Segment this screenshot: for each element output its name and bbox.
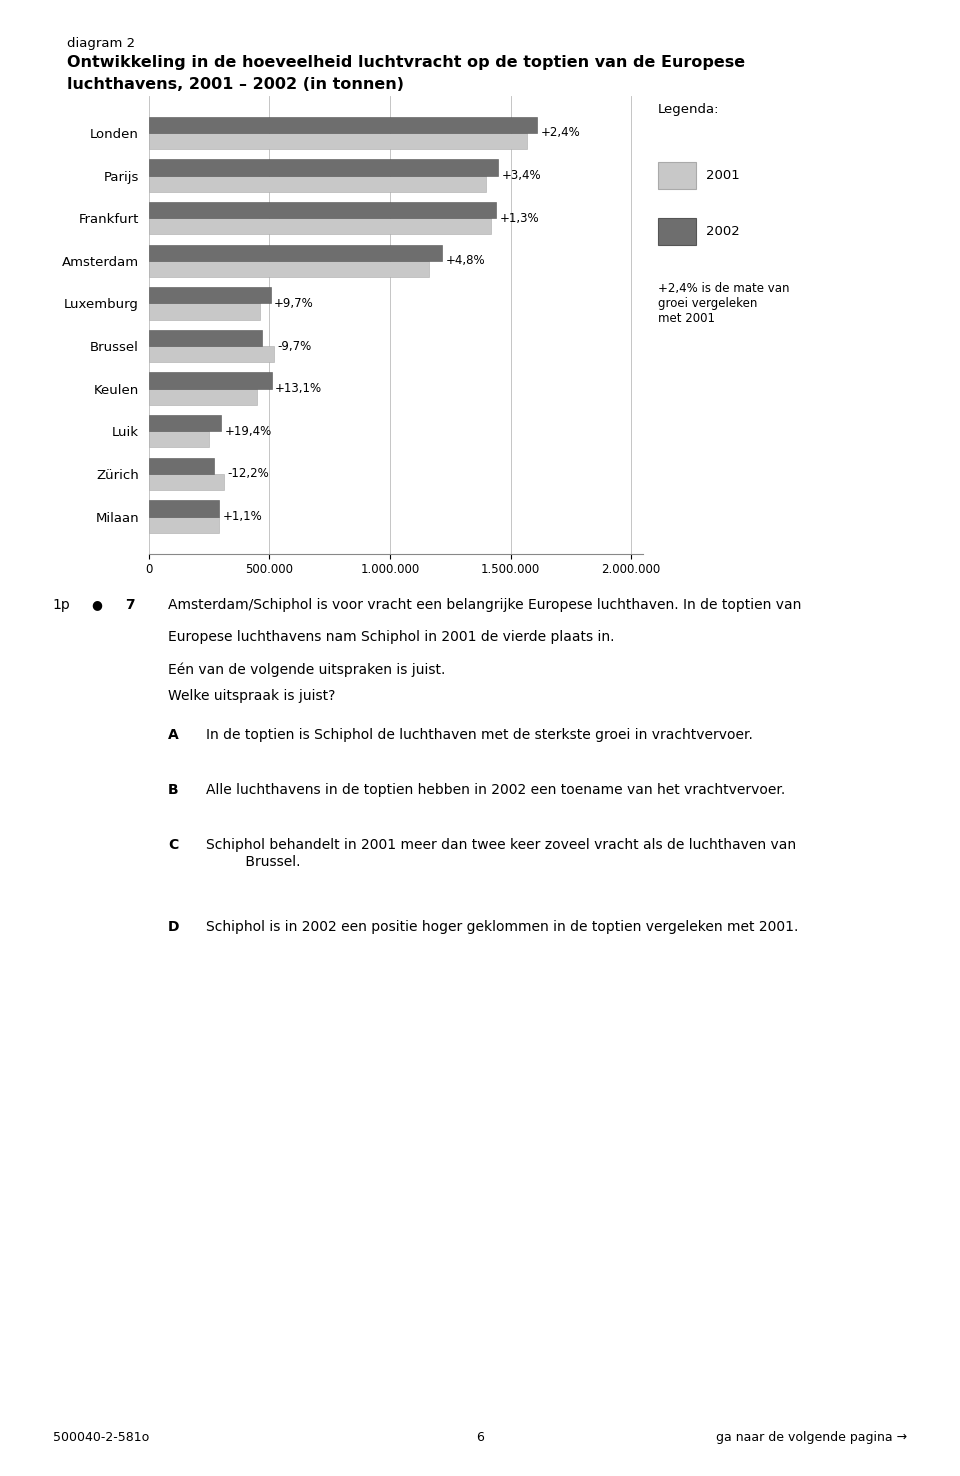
Text: 6: 6 <box>476 1430 484 1444</box>
Text: luchthavens, 2001 – 2002 (in tonnen): luchthavens, 2001 – 2002 (in tonnen) <box>67 77 404 92</box>
Text: ga naar de volgende pagina →: ga naar de volgende pagina → <box>716 1430 907 1444</box>
Text: ●: ● <box>91 598 102 611</box>
Text: D: D <box>168 920 180 933</box>
Text: 2001: 2001 <box>706 170 739 182</box>
Bar <box>149 329 262 345</box>
Text: Europese luchthavens nam Schiphol in 2001 de vierde plaats in.: Europese luchthavens nam Schiphol in 200… <box>168 630 614 644</box>
Text: +13,1%: +13,1% <box>276 382 323 396</box>
Bar <box>149 202 496 218</box>
Bar <box>149 261 428 277</box>
Bar <box>149 388 257 404</box>
Bar <box>149 415 221 431</box>
Text: Alle luchthavens in de toptien hebben in 2002 een toename van het vrachtvervoer.: Alle luchthavens in de toptien hebben in… <box>206 782 785 797</box>
Text: 1p: 1p <box>53 598 70 611</box>
Text: +1,1%: +1,1% <box>223 511 263 523</box>
Text: Schiphol is in 2002 een positie hoger geklommen in de toptien vergeleken met 200: Schiphol is in 2002 een positie hoger ge… <box>206 920 799 933</box>
Bar <box>149 288 271 304</box>
Text: -12,2%: -12,2% <box>228 468 269 480</box>
Text: Legenda:: Legenda: <box>658 103 719 117</box>
Text: +9,7%: +9,7% <box>275 297 314 310</box>
Text: 7: 7 <box>125 598 134 611</box>
Text: Ontwikkeling in de hoeveelheid luchtvracht op de toptien van de Europese: Ontwikkeling in de hoeveelheid luchtvrac… <box>67 55 745 69</box>
Text: In de toptien is Schiphol de luchthaven met de sterkste groei in vrachtvervoer.: In de toptien is Schiphol de luchthaven … <box>206 728 754 741</box>
Bar <box>149 458 214 474</box>
Text: +2,4%: +2,4% <box>540 127 581 139</box>
Text: Welke uitspraak is juist?: Welke uitspraak is juist? <box>168 689 335 703</box>
Bar <box>149 345 275 362</box>
Text: A: A <box>168 728 179 741</box>
Bar <box>149 431 209 447</box>
Bar <box>149 218 492 235</box>
Bar <box>149 159 498 176</box>
Text: Amsterdam/Schiphol is voor vracht een belangrijke Europese luchthaven. In de top: Amsterdam/Schiphol is voor vracht een be… <box>168 598 802 611</box>
Text: +3,4%: +3,4% <box>502 170 541 182</box>
Text: 2002: 2002 <box>706 226 739 238</box>
Text: C: C <box>168 838 179 852</box>
Bar <box>149 133 527 149</box>
Bar <box>149 245 442 261</box>
Text: B: B <box>168 782 179 797</box>
Text: 500040-2-581o: 500040-2-581o <box>53 1430 149 1444</box>
Bar <box>149 117 537 133</box>
Bar <box>149 517 219 533</box>
Text: Schiphol behandelt in 2001 meer dan twee keer zoveel vracht als de luchthaven va: Schiphol behandelt in 2001 meer dan twee… <box>206 838 797 868</box>
Text: Eén van de volgende uitspraken is juist.: Eén van de volgende uitspraken is juist. <box>168 663 445 677</box>
Text: +4,8%: +4,8% <box>445 254 486 267</box>
Text: -9,7%: -9,7% <box>277 339 312 353</box>
Bar <box>149 474 224 490</box>
Bar <box>149 176 487 192</box>
Bar <box>149 304 260 320</box>
Text: +19,4%: +19,4% <box>225 425 272 438</box>
Bar <box>149 500 220 517</box>
Text: diagram 2: diagram 2 <box>67 37 135 50</box>
Bar <box>149 372 272 388</box>
Text: +2,4% is de mate van
groei vergeleken
met 2001: +2,4% is de mate van groei vergeleken me… <box>658 282 789 325</box>
Text: +1,3%: +1,3% <box>500 211 540 224</box>
